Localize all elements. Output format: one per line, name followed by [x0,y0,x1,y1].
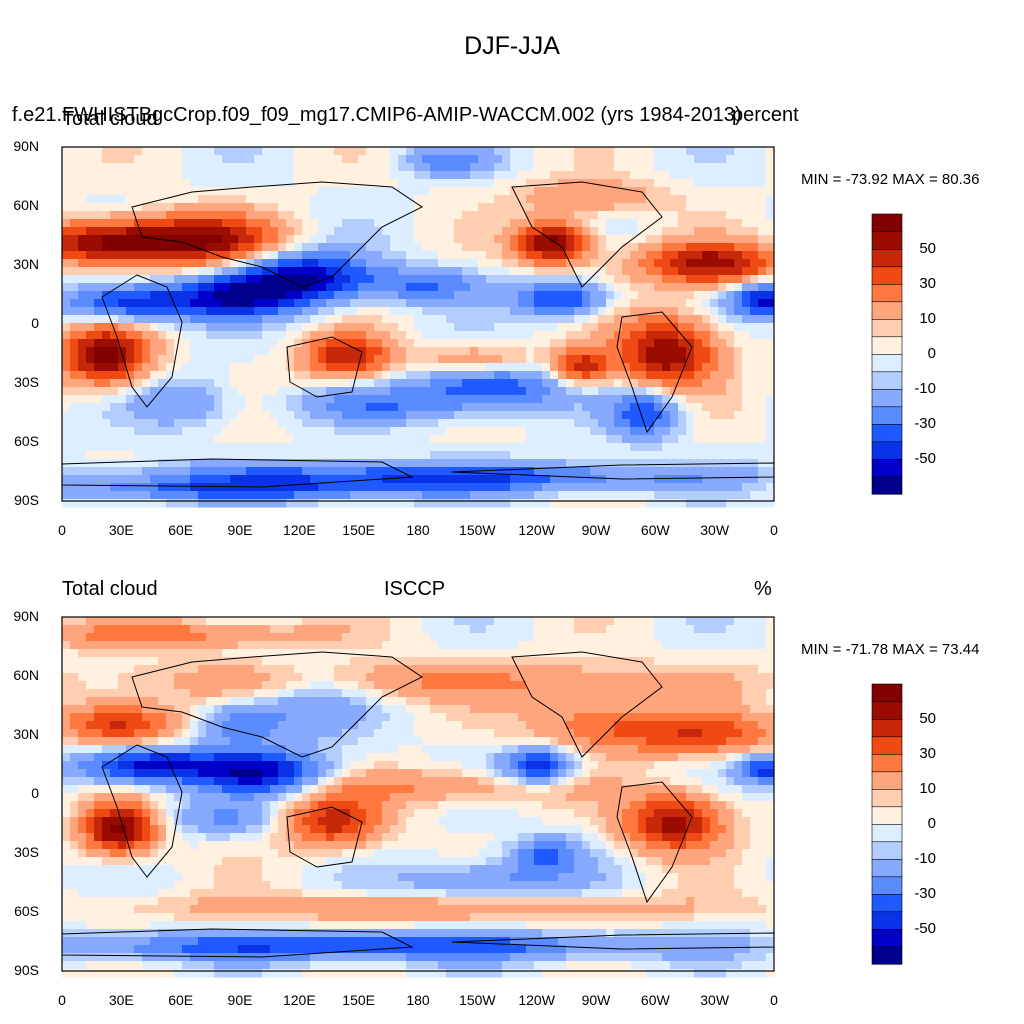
latitude-tick-label: 90S [14,492,39,508]
panel-left-title: Total cloud [62,108,158,130]
latitude-tick-label: 30N [13,726,39,742]
longitude-tick-label: 150W [459,992,496,1008]
longitude-tick-label: 60W [640,992,670,1008]
longitude-tick-label: 60E [168,992,194,1008]
colorbar-tick-label: -30 [914,885,936,902]
contour-map [61,146,775,508]
colorbar-tick-label: 0 [927,345,936,362]
longitude-tick-label: 0 [58,522,66,538]
longitude-tick-label: 180 [406,522,430,538]
longitude-tick-label: 60E [168,522,194,538]
colorbar-tick-label: 50 [919,710,936,727]
panel-right-title: percent [732,104,799,126]
contour-map [61,616,775,978]
panel-center-title: ISCCP [384,578,446,600]
latitude-tick-label: 30S [14,844,39,860]
colorbar-tick-label: -30 [914,415,936,432]
colorbar-tick-label: 10 [919,780,936,797]
colorbar-tick-label: -10 [914,850,936,867]
latitude-tick-label: 60S [14,433,39,449]
panel-right-title: % [754,578,772,600]
latitude-tick-label: 60N [13,197,39,213]
latitude-tick-label: 0 [31,785,39,801]
longitude-tick-label: 120W [518,522,555,538]
colorbar [871,683,903,965]
longitude-tick-label: 90W [581,992,611,1008]
latitude-tick-label: 90S [14,962,39,978]
colorbar [871,213,903,495]
panel-center-title: f.e21.FWHISTBgcCrop.f09_f09_mg17.CMIP6-A… [12,104,742,126]
longitude-tick-label: 150E [342,522,375,538]
colorbar-swatch [871,683,903,703]
panel-left-title: Total cloud [62,578,158,600]
longitude-tick-label: 90W [581,522,611,538]
longitude-tick-label: 120E [282,992,316,1008]
longitude-tick-label: 0 [770,522,778,538]
longitude-tick-label: 120E [282,522,316,538]
latitude-tick-label: 30N [13,256,39,272]
longitude-tick-label: 90E [227,522,253,538]
colorbar-tick-label: 10 [919,310,936,327]
colorbar-tick-label: -50 [914,450,936,467]
latitude-tick-label: 60N [13,667,39,683]
min-max-label: MIN = -71.78 MAX = 73.44 [801,641,980,658]
colorbar-tick-label: 30 [919,745,936,762]
longitude-tick-label: 0 [58,992,66,1008]
latitude-tick-label: 90N [13,138,39,154]
longitude-tick-label: 0 [770,992,778,1008]
colorbar-tick-label: 50 [919,240,936,257]
latitude-tick-label: 60S [14,903,39,919]
longitude-tick-label: 90E [227,992,253,1008]
colorbar-swatch [871,476,903,495]
longitude-tick-label: 60W [640,522,670,538]
longitude-tick-label: 120W [518,992,555,1008]
figure-title: DJF-JJA [464,32,560,60]
colorbar-swatch [871,213,903,233]
longitude-tick-label: 30W [700,522,730,538]
colorbar-tick-label: -50 [914,920,936,937]
colorbar-tick-label: 30 [919,275,936,292]
latitude-tick-label: 0 [31,315,39,331]
latitude-tick-label: 90N [13,608,39,624]
longitude-tick-label: 30E [108,522,134,538]
latitude-tick-label: 30S [14,374,39,390]
longitude-tick-label: 30E [108,992,134,1008]
min-max-label: MIN = -73.92 MAX = 80.36 [801,171,980,188]
longitude-tick-label: 150W [459,522,496,538]
colorbar-tick-label: -10 [914,380,936,397]
longitude-tick-label: 180 [406,992,430,1008]
colorbar-swatch [871,946,903,965]
longitude-tick-label: 30W [700,992,730,1008]
colorbar-tick-label: 0 [927,815,936,832]
longitude-tick-label: 150E [342,992,375,1008]
